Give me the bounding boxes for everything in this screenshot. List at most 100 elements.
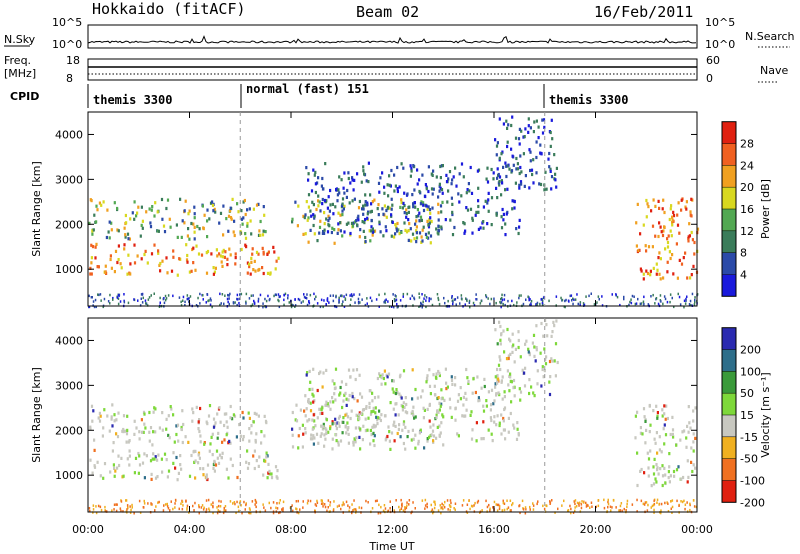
- data-cell: [218, 499, 220, 503]
- data-cell: [393, 439, 396, 443]
- data-cell: [670, 500, 672, 503]
- data-cell: [540, 321, 543, 326]
- data-cell: [376, 207, 379, 211]
- data-cell: [511, 299, 513, 303]
- data-cell: [500, 305, 502, 309]
- data-cell: [252, 294, 254, 297]
- data-cell: [380, 413, 383, 417]
- data-cell: [409, 174, 412, 178]
- data-cell: [572, 511, 575, 514]
- data-cell: [666, 300, 669, 304]
- data-cell: [510, 509, 512, 512]
- data-cell: [511, 350, 514, 354]
- data-cell: [500, 179, 503, 183]
- data-cell: [439, 186, 442, 190]
- data-cell: [418, 219, 421, 223]
- data-cell: [261, 266, 264, 270]
- data-cell: [420, 235, 423, 239]
- data-cell: [272, 245, 275, 249]
- data-cell: [323, 231, 326, 235]
- data-cell: [652, 503, 655, 507]
- data-cell: [143, 452, 146, 456]
- data-cell: [495, 503, 497, 506]
- data-cell: [401, 504, 403, 508]
- data-cell: [119, 300, 122, 303]
- data-cell: [615, 293, 617, 296]
- data-cell: [645, 501, 648, 504]
- data-cell: [94, 245, 97, 249]
- data-cell: [245, 502, 247, 505]
- data-cell: [140, 293, 143, 296]
- data-cell: [665, 404, 668, 408]
- data-cell: [145, 302, 147, 305]
- data-cell: [297, 297, 300, 301]
- data-cell: [231, 417, 234, 421]
- data-cell: [342, 399, 345, 403]
- data-cell: [528, 391, 531, 396]
- data-cell: [664, 481, 667, 485]
- cpid-mode-2: normal (fast) 151: [246, 82, 369, 96]
- data-cell: [685, 299, 687, 302]
- data-cell: [291, 220, 294, 224]
- data-cell: [579, 301, 582, 304]
- data-cell: [440, 421, 443, 425]
- data-cell: [384, 301, 387, 304]
- data-cell: [358, 506, 360, 509]
- data-cell: [223, 255, 226, 259]
- data-cell: [554, 178, 557, 182]
- data-cell: [371, 425, 374, 429]
- data-cell: [239, 500, 242, 503]
- data-cell: [357, 206, 361, 210]
- data-cell: [403, 221, 406, 225]
- data-cell: [182, 299, 184, 302]
- data-cell: [319, 219, 322, 223]
- data-cell: [496, 167, 499, 171]
- data-cell: [628, 303, 630, 307]
- data-cell: [341, 209, 344, 213]
- data-cell: [451, 178, 454, 182]
- data-cell: [464, 391, 467, 395]
- data-cell: [331, 226, 334, 230]
- data-cell: [543, 295, 545, 299]
- data-cell: [440, 511, 442, 515]
- data-cell: [477, 186, 480, 190]
- data-cell: [601, 304, 604, 307]
- data-cell: [127, 301, 130, 305]
- data-cell: [502, 122, 505, 126]
- data-cell: [120, 266, 123, 270]
- data-cell: [142, 430, 145, 434]
- data-cell: [148, 207, 151, 211]
- data-cell: [507, 299, 509, 303]
- data-cell: [639, 469, 642, 473]
- data-cell: [122, 510, 124, 513]
- data-cell: [509, 509, 511, 512]
- data-cell: [368, 405, 371, 409]
- data-cell: [507, 354, 510, 358]
- data-cell: [430, 433, 433, 437]
- data-cell: [422, 406, 425, 410]
- data-cell: [494, 382, 497, 386]
- data-cell: [440, 397, 443, 401]
- data-cell: [301, 445, 304, 449]
- data-cell: [262, 229, 265, 233]
- data-cell: [553, 359, 556, 363]
- data-cell: [528, 186, 531, 190]
- data-cell: [246, 271, 249, 275]
- data-cell: [158, 263, 161, 267]
- data-cell: [417, 214, 420, 218]
- date-title: 16/Feb/2011: [594, 3, 693, 21]
- data-cell: [464, 229, 467, 233]
- data-cell: [106, 208, 109, 212]
- data-cell: [427, 205, 430, 209]
- data-cell: [241, 511, 243, 515]
- data-cell: [184, 435, 187, 439]
- data-cell: [91, 419, 94, 423]
- data-cell: [533, 354, 536, 358]
- data-cell: [659, 294, 662, 297]
- data-cell: [376, 499, 378, 502]
- data-cell: [316, 239, 319, 243]
- data-cell: [294, 418, 297, 422]
- data-cell: [402, 369, 406, 373]
- data-cell: [141, 461, 145, 465]
- data-cell: [661, 414, 664, 418]
